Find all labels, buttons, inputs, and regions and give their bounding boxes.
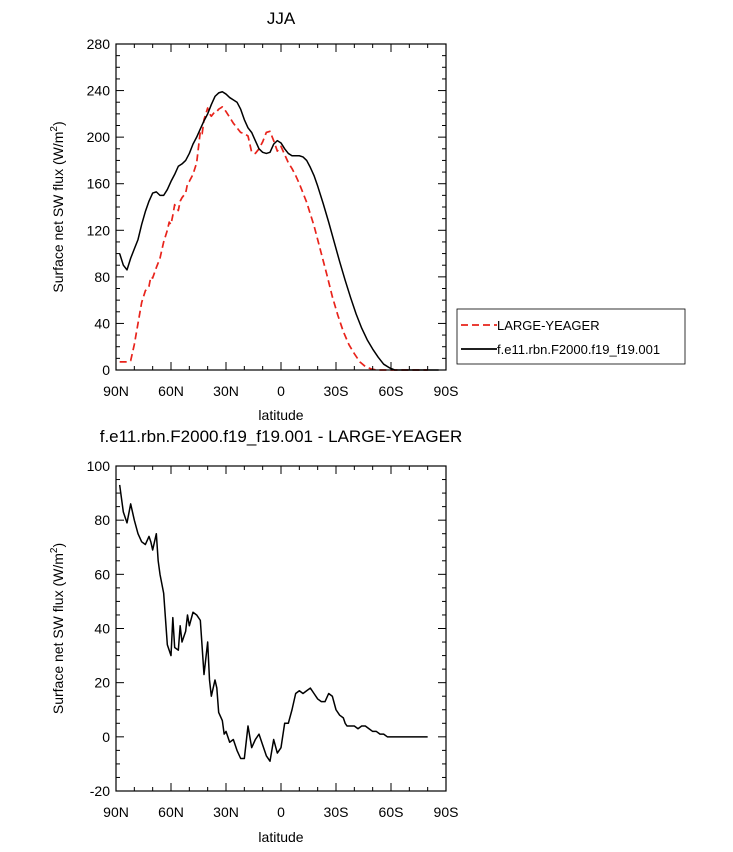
chart-bottom-difference: f.e11.rbn.F2000.f19_f19.001 - LARGE-YEAG… bbox=[49, 427, 462, 845]
y-tick-label: 0 bbox=[102, 362, 110, 378]
plot-frame bbox=[115, 43, 447, 371]
series-line-difference bbox=[118, 484, 428, 762]
y-tick-label: 280 bbox=[87, 36, 111, 52]
legend: LARGE-YEAGER f.e11.rbn.F2000.f19_f19.001 bbox=[456, 308, 686, 365]
y-axis-label-main: Surface net SW flux (W/m bbox=[50, 553, 66, 714]
x-tick-label: 30S bbox=[324, 383, 349, 399]
x-tick-label: 30S bbox=[324, 804, 349, 820]
x-tick-label: 90S bbox=[434, 383, 459, 399]
y-axis-label: Surface net SW flux (W/m2) bbox=[49, 121, 66, 292]
x-axis-label: latitude bbox=[258, 407, 303, 423]
legend-label: f.e11.rbn.F2000.f19_f19.001 bbox=[497, 342, 660, 357]
y-tick-label: 100 bbox=[87, 458, 111, 474]
y-tick-label: 120 bbox=[87, 222, 111, 238]
y-axis-label-main: Surface net SW flux (W/m bbox=[50, 132, 66, 293]
y-tick-label: 0 bbox=[102, 729, 110, 745]
y-axis-label-superscript: 2 bbox=[49, 547, 60, 553]
x-tick-label: 0 bbox=[277, 804, 285, 820]
x-tick-label: 60S bbox=[379, 383, 404, 399]
x-tick-label: 60N bbox=[158, 383, 184, 399]
chart-top-jja: JJA 0 40 80 120 160 200 240 280 90N 60N 30N 0 30S 60S 9… bbox=[49, 9, 458, 423]
legend-box bbox=[456, 308, 686, 365]
x-tick-label: 90N bbox=[103, 383, 129, 399]
y-axis-label-close: ) bbox=[50, 543, 66, 548]
y-tick-label: 80 bbox=[94, 269, 110, 285]
x-axis-label: latitude bbox=[258, 829, 303, 845]
y-tick-label: 200 bbox=[87, 129, 111, 145]
y-tick-label: 40 bbox=[94, 621, 110, 637]
y-axis-label-close: ) bbox=[50, 121, 66, 126]
y-axis-label: Surface net SW flux (W/m2) bbox=[49, 543, 66, 714]
x-tick-label: 30N bbox=[213, 804, 239, 820]
y-tick-label: 240 bbox=[87, 83, 111, 99]
y-tick-label: 80 bbox=[94, 512, 110, 528]
series-line-large-yeager bbox=[119, 106, 428, 371]
x-tick-label: 30N bbox=[213, 383, 239, 399]
y-tick-label: 160 bbox=[87, 176, 111, 192]
y-tick-label: -20 bbox=[90, 783, 110, 799]
x-tick-label: 60S bbox=[379, 804, 404, 820]
chart-title: JJA bbox=[267, 9, 296, 28]
legend-label: LARGE-YEAGER bbox=[497, 318, 600, 333]
y-axis-label-superscript: 2 bbox=[49, 126, 60, 132]
series-line-f-e11-rbn-f2000-f19-f19-001 bbox=[118, 90, 439, 371]
y-tick-label: 60 bbox=[94, 566, 110, 582]
chart-title: f.e11.rbn.F2000.f19_f19.001 - LARGE-YEAG… bbox=[100, 427, 463, 446]
y-tick-label: 40 bbox=[94, 315, 110, 331]
y-tick-label: 20 bbox=[94, 675, 110, 691]
x-tick-label: 90N bbox=[103, 804, 129, 820]
x-tick-label: 60N bbox=[158, 804, 184, 820]
x-tick-label: 90S bbox=[434, 804, 459, 820]
x-tick-label: 0 bbox=[277, 383, 285, 399]
